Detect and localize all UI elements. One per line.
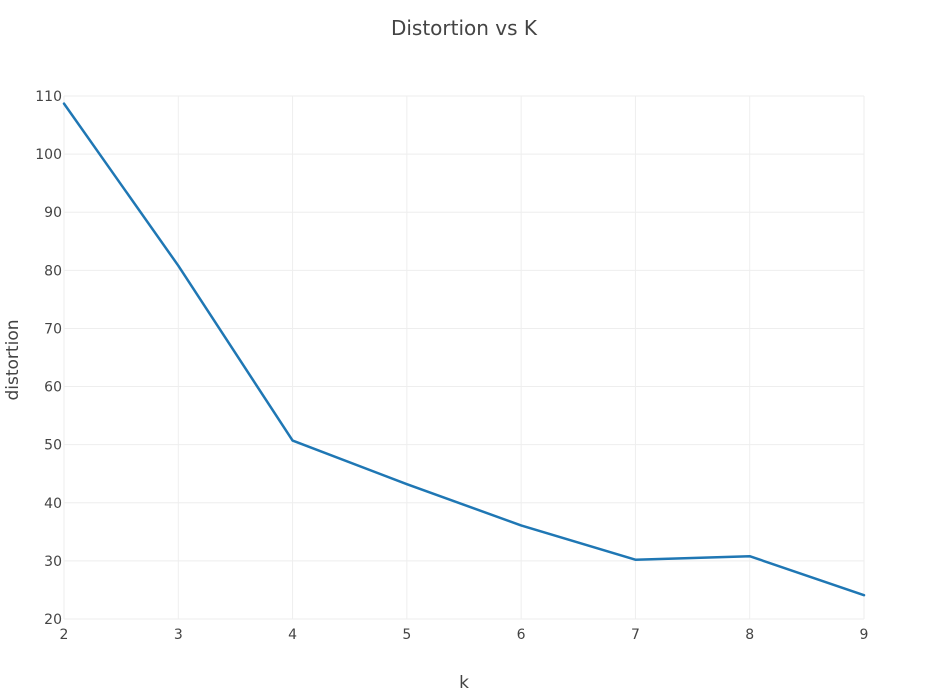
y-axis-title: distortion <box>3 320 23 401</box>
data-point <box>404 481 410 487</box>
x-tick-label: 9 <box>860 627 869 643</box>
x-tick-label: 3 <box>174 627 183 643</box>
grid <box>63 95 865 620</box>
series-layer <box>62 102 867 598</box>
y-tick-label: 20 <box>44 612 62 628</box>
y-tick-label: 60 <box>44 380 62 396</box>
y-tick-label: 40 <box>44 496 62 512</box>
y-tick-label: 50 <box>44 438 62 454</box>
data-point <box>861 592 867 598</box>
y-axis: 20 30 40 50 60 70 80 90 100 110 <box>35 89 62 628</box>
x-tick-label: 7 <box>631 627 640 643</box>
data-point <box>518 522 524 528</box>
x-axis-title: k <box>459 673 469 693</box>
y-tick-label: 110 <box>35 89 62 105</box>
y-tick-label: 80 <box>44 263 62 279</box>
data-point <box>175 263 181 269</box>
x-tick-label: 6 <box>517 627 526 643</box>
data-point <box>632 557 638 563</box>
chart-title: Distortion vs K <box>391 16 538 40</box>
data-point <box>290 438 296 444</box>
y-tick-label: 70 <box>44 321 62 337</box>
x-tick-label: 2 <box>60 627 69 643</box>
y-tick-label: 30 <box>44 554 62 570</box>
series-line <box>62 102 866 597</box>
y-tick-label: 90 <box>44 205 62 221</box>
data-point <box>747 553 753 559</box>
x-tick-label: 8 <box>745 627 754 643</box>
x-tick-label: 5 <box>402 627 411 643</box>
x-tick-label: 4 <box>288 627 297 643</box>
x-axis: 2 3 4 5 6 7 8 9 <box>60 627 869 643</box>
y-tick-label: 100 <box>35 147 62 163</box>
